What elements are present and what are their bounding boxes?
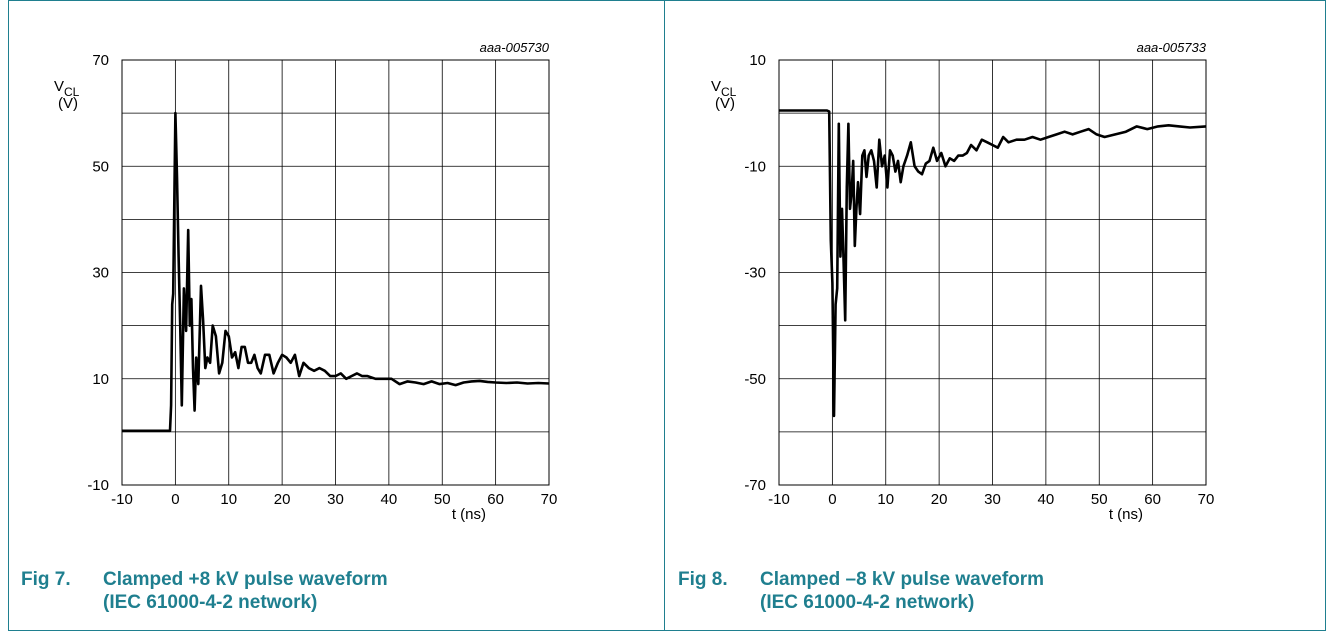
x-tick-label: 50 (434, 491, 451, 508)
plot-border (778, 59, 1207, 486)
x-tick-label: -10 (111, 491, 133, 508)
x-tick-label: 50 (1091, 491, 1108, 508)
x-tick-label: 30 (984, 491, 1001, 508)
figure-panel-7: -10 0 10 20 30 40 50 60 70 -10 10 30 50 70 t (ns) VCL (V… (8, 0, 664, 631)
y-tick-label: -10 (744, 158, 766, 175)
x-tick-label: 20 (931, 491, 948, 508)
x-tick-label: 10 (877, 491, 894, 508)
x-tick-label: 0 (828, 491, 836, 508)
y-tick-label: 10 (749, 52, 766, 69)
y-axis-label-subscript: CL (721, 85, 737, 99)
figure-title-line2: (IEC 61000-4-2 network) (103, 592, 318, 613)
waveform-line (122, 111, 550, 433)
waveform-chart-fig7: -10 0 10 20 30 40 50 60 70 -10 10 30 50 70 t (ns) VCL(V… (54, 40, 558, 523)
y-axis-label-main: V (54, 78, 64, 95)
y-tick-label: -10 (87, 477, 109, 494)
x-axis-label: t (ns) (1109, 506, 1143, 523)
top-border (8, 0, 1326, 1)
y-axis-unit: (V) (715, 95, 735, 112)
x-tick-label: 30 (327, 491, 344, 508)
y-tick-label: -50 (744, 371, 766, 388)
x-tick-label: 70 (541, 491, 558, 508)
figure-number: Fig 7. (21, 569, 71, 590)
figure-id-label: aaa-005730 (480, 40, 550, 55)
x-tick-label: 0 (171, 491, 179, 508)
y-tick-label: -70 (744, 477, 766, 494)
figure-panel-8: -10 0 10 20 30 40 50 60 70 -70 -50 -30 -10 10 t (ns) VC… (665, 0, 1321, 631)
y-tick-label: 50 (92, 158, 109, 175)
figure-id-label: aaa-005733 (1137, 40, 1207, 55)
figure-title-line2: (IEC 61000-4-2 network) (760, 592, 975, 613)
y-tick-label: 10 (92, 371, 109, 388)
panel-divider (664, 0, 665, 631)
y-tick-label: -30 (744, 265, 766, 282)
x-tick-label: 60 (1144, 491, 1161, 508)
y-axis-label: VCL (54, 78, 80, 99)
y-tick-label: 30 (92, 265, 109, 282)
plot-border (121, 59, 550, 486)
figure-number: Fig 8. (678, 569, 728, 590)
x-tick-label: 20 (274, 491, 291, 508)
y-axis-label-subscript: CL (64, 85, 80, 99)
y-axis-label-main: V (711, 78, 721, 95)
x-tick-label: 70 (1198, 491, 1215, 508)
figure-title-line1: Clamped +8 kV pulse waveform (103, 569, 388, 590)
x-tick-label: 10 (220, 491, 237, 508)
y-axis-label: VCL (711, 78, 737, 99)
figure-title-line1: Clamped –8 kV pulse waveform (760, 569, 1045, 590)
x-tick-label: 40 (381, 491, 398, 508)
x-tick-label: 40 (1038, 491, 1055, 508)
x-tick-label: -10 (768, 491, 790, 508)
waveform-chart-fig8: -10 0 10 20 30 40 50 60 70 -70 -50 -30 -10 10 t (ns) VC… (711, 40, 1215, 523)
y-tick-label: 70 (92, 52, 109, 69)
waveform-line (779, 109, 1207, 418)
y-axis-unit: (V) (58, 95, 78, 112)
x-axis-label: t (ns) (452, 506, 486, 523)
x-tick-label: 60 (487, 491, 504, 508)
